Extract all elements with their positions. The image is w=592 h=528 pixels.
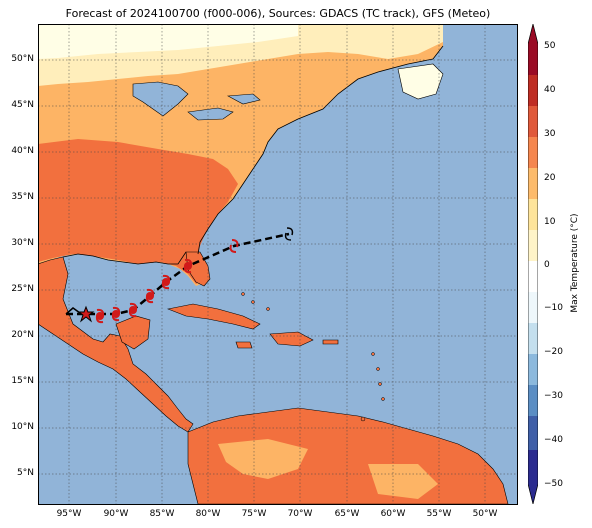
lon-label: 90°W <box>103 509 129 519</box>
colorbar-title: Max Temperature (°C) <box>570 213 580 313</box>
colorbar-tick: 0 <box>544 260 550 270</box>
lon-label: 75°W <box>241 509 267 519</box>
cyclone-icon <box>284 227 294 241</box>
colorbar-tick: 40 <box>544 85 556 95</box>
lon-label: 95°W <box>56 509 82 519</box>
land-jamaica <box>235 341 253 349</box>
land-mexico <box>38 256 194 433</box>
colorbar-tick: −40 <box>544 435 563 445</box>
coastline <box>197 45 444 255</box>
cyclone-icon <box>183 258 193 274</box>
cyclone-icon <box>111 306 121 322</box>
land-newfoundland <box>397 63 444 100</box>
lon-label: 80°W <box>195 509 221 519</box>
land-hispaniola <box>269 331 314 347</box>
land-cuba <box>166 303 261 330</box>
cyclone-icon <box>161 274 171 290</box>
star-icon <box>77 305 95 323</box>
colorbar-tick: 10 <box>544 217 556 227</box>
lat-label: 40°N <box>11 146 34 156</box>
map-area <box>38 24 517 504</box>
lat-label: 35°N <box>11 192 34 202</box>
land-north-coolest <box>38 24 298 59</box>
lon-label: 85°W <box>149 509 175 519</box>
land-sa-warm <box>218 439 308 479</box>
lat-label: 5°N <box>17 468 34 478</box>
lon-label: 60°W <box>380 509 406 519</box>
lat-label: 10°N <box>11 422 34 432</box>
cyclone-icon <box>145 288 155 304</box>
colorbar <box>528 24 538 504</box>
land-puerto-rico <box>322 339 339 345</box>
lon-label: 65°W <box>334 509 360 519</box>
colorbar-tick: −10 <box>544 303 563 313</box>
lat-label: 20°N <box>11 330 34 340</box>
lat-label: 30°N <box>11 238 34 248</box>
colorbar-tick: 30 <box>544 129 556 139</box>
track-markers <box>77 227 294 324</box>
lon-label: 50°W <box>472 509 498 519</box>
lon-label: 55°W <box>426 509 452 519</box>
cyclone-icon <box>229 239 239 253</box>
colorbar-tick: 50 <box>544 41 556 51</box>
tc-track <box>66 232 290 316</box>
colorbar-tick: −50 <box>544 479 563 489</box>
colorbar-tick: −30 <box>544 391 563 401</box>
lon-label: 70°W <box>287 509 313 519</box>
lat-label: 50°N <box>11 54 34 64</box>
lat-label: 25°N <box>11 284 34 294</box>
lat-label: 45°N <box>11 100 34 110</box>
cyclone-icon <box>128 302 138 318</box>
cyclone-icon <box>95 308 105 324</box>
lat-label: 15°N <box>11 376 34 386</box>
map-title: Forecast of 2024100700 (f000-006), Sourc… <box>65 7 491 20</box>
land-hot-south <box>38 139 238 284</box>
great-lakes <box>132 81 189 117</box>
colorbar-tick: −20 <box>544 347 563 357</box>
colorbar-tick: 20 <box>544 173 556 183</box>
